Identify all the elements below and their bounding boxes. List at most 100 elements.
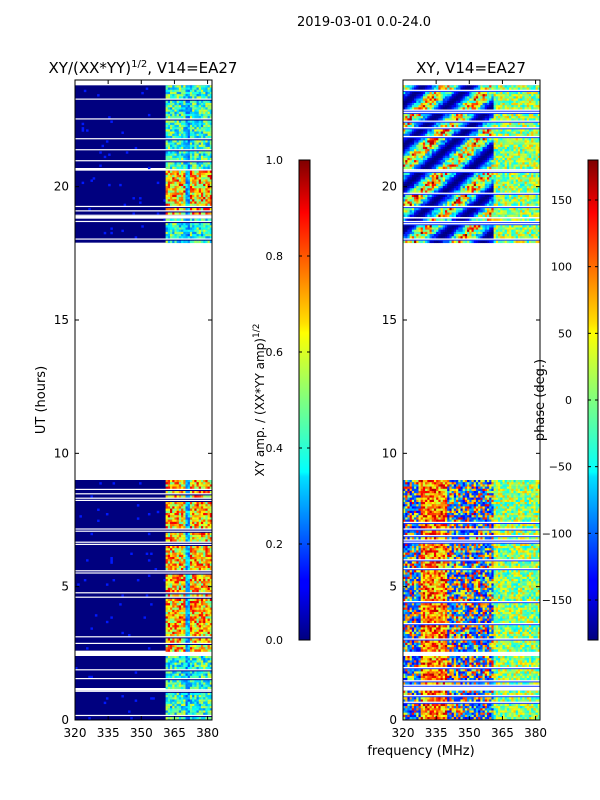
heat-cell — [178, 190, 182, 193]
heat-cell — [192, 188, 195, 191]
heat-cell — [165, 491, 169, 494]
heat-cell — [471, 482, 475, 485]
heat-cell — [174, 190, 177, 193]
heat-cell — [194, 548, 197, 551]
heat-cell — [170, 188, 173, 191]
heat-cell — [531, 678, 534, 681]
heat-cell — [198, 585, 202, 588]
heat-cell — [460, 482, 463, 485]
heat-cell — [165, 526, 169, 529]
heat-cell — [467, 673, 470, 676]
heat-cell — [491, 669, 494, 672]
heat-cell — [203, 208, 206, 211]
heat-cell — [172, 616, 175, 619]
heat-cell — [453, 706, 457, 709]
heat-cell — [200, 699, 204, 702]
heat-cell — [442, 656, 446, 659]
heat-cell — [203, 701, 206, 705]
heat-cell — [174, 504, 177, 507]
heat-cell — [189, 192, 193, 196]
heat-cell — [183, 89, 186, 93]
heat-cell — [513, 697, 516, 700]
heat-cell — [506, 710, 510, 713]
heat-cell — [420, 484, 424, 487]
heat-cell — [174, 506, 177, 509]
heat-cell — [167, 594, 171, 597]
heat-cell — [174, 129, 177, 132]
heat-cell — [198, 153, 202, 156]
heat-cell — [431, 671, 435, 674]
heat-cell — [187, 576, 191, 580]
heat-cell — [506, 682, 510, 685]
heat-cell — [209, 706, 212, 709]
heat-cell — [172, 153, 175, 156]
heat-cell — [464, 690, 468, 694]
heat-cell — [511, 712, 514, 716]
heat-cell — [189, 548, 193, 551]
heat-cell — [411, 717, 415, 720]
heat-cell — [181, 146, 184, 150]
heat-cell — [209, 532, 212, 536]
heat-cell — [178, 183, 182, 187]
heat-cell — [178, 620, 182, 624]
heat-cell — [517, 682, 521, 685]
heat-cell — [403, 673, 406, 676]
heat-cell — [451, 714, 455, 718]
heat-cell — [207, 203, 211, 207]
right-heatmap — [403, 85, 540, 720]
heat-cell — [165, 524, 169, 527]
heat-cell — [200, 638, 204, 641]
heat-cell — [444, 673, 448, 676]
heat-cell — [418, 482, 421, 485]
heat-cell — [194, 535, 197, 538]
heat-cell — [207, 164, 211, 167]
heat-cell — [165, 197, 169, 200]
heat-cell — [198, 197, 202, 200]
heat-cell — [200, 521, 204, 525]
heat-cell — [447, 656, 450, 659]
heat-cell — [498, 690, 501, 694]
heat-cell — [170, 515, 173, 518]
heat-cell — [444, 664, 448, 668]
heat-cell — [451, 486, 455, 489]
heat-cell — [165, 539, 169, 542]
heat-cell — [209, 223, 212, 226]
heat-cell — [484, 480, 488, 483]
heat-cell — [172, 194, 175, 198]
heat-cell — [200, 706, 204, 709]
heat-cell — [194, 491, 197, 494]
heat-cell — [194, 190, 197, 193]
heat-cell — [484, 671, 488, 674]
heat-cell — [462, 703, 466, 707]
heat-cell — [187, 94, 191, 97]
heat-cell — [451, 673, 455, 676]
heat-cell — [520, 692, 523, 696]
flagged-row — [75, 596, 212, 598]
heat-cell — [165, 625, 169, 628]
heat-cell — [176, 231, 180, 235]
heat-cell — [203, 708, 206, 711]
heat-cell — [183, 131, 186, 134]
heat-cell — [458, 662, 461, 665]
heat-cell — [403, 660, 406, 663]
heat-cell — [444, 482, 448, 485]
heat-cell — [464, 699, 468, 702]
heat-cell — [183, 212, 186, 215]
heat-cell — [464, 671, 468, 674]
heat-cell — [203, 554, 206, 558]
heat-cell — [405, 484, 408, 487]
heat-cell — [416, 710, 419, 713]
heat-cell — [170, 662, 173, 665]
heat-cell — [170, 486, 173, 489]
heat-cell — [420, 697, 424, 700]
heat-cell — [207, 234, 211, 237]
heat-cell — [192, 576, 195, 580]
heat-cell — [108, 153, 111, 156]
heat-cell — [181, 199, 184, 202]
heat-cell — [194, 563, 197, 566]
heat-cell — [203, 186, 206, 189]
heat-cell — [207, 131, 211, 134]
heat-cell — [178, 686, 182, 690]
heat-cell — [498, 480, 501, 483]
heat-cell — [185, 102, 188, 106]
